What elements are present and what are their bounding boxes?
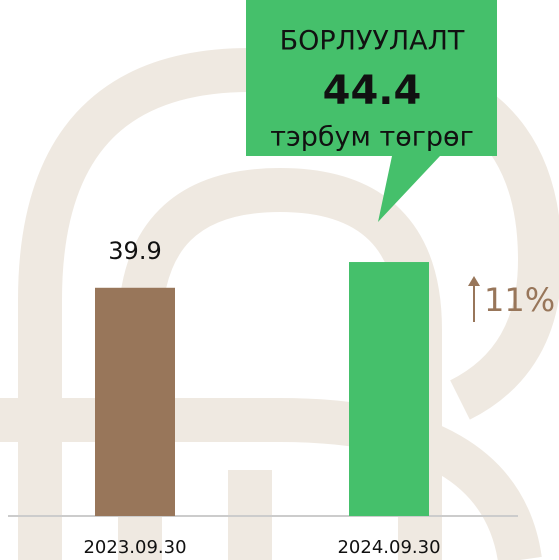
bar: [95, 287, 175, 516]
bar: [349, 262, 429, 516]
change-arrow-head: [468, 276, 480, 286]
callout-title: БОРЛУУЛАЛТ: [280, 26, 465, 57]
value-label: 39.9: [108, 237, 161, 265]
callout-value: 44.4: [323, 68, 422, 114]
change-indicator: 11%: [468, 276, 555, 322]
callout: БОРЛУУЛАЛТ 44.4 тэрбум төгрөг: [246, 0, 497, 222]
x-tick-label: 2024.09.30: [337, 537, 440, 558]
x-tick-label: 2023.09.30: [83, 537, 186, 558]
callout-unit: тэрбум төгрөг: [270, 122, 474, 153]
change-label: 11%: [484, 281, 555, 319]
callout-box: [246, 0, 497, 222]
